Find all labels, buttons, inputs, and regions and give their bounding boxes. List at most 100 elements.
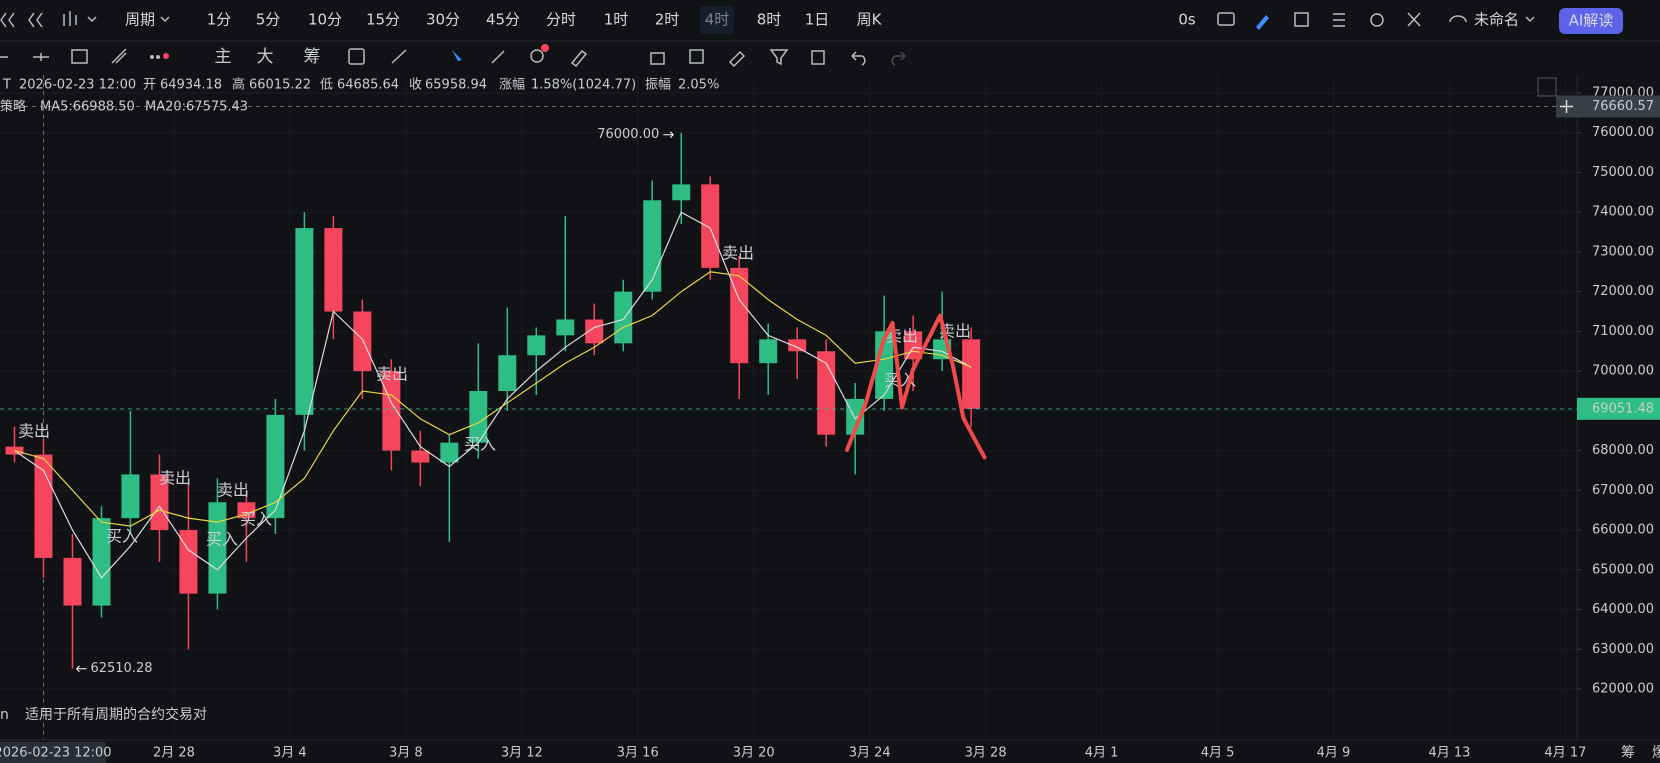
settings-icon[interactable]	[1370, 13, 1384, 27]
indicator-tool[interactable]: 大	[257, 47, 274, 67]
tool-rect[interactable]	[71, 49, 88, 64]
ai-button-label[interactable]: AI解读	[1569, 12, 1614, 30]
y-tick-label: 76000.00	[1592, 125, 1654, 140]
tool-zoom[interactable]	[530, 49, 544, 63]
tool-brush[interactable]	[570, 49, 588, 68]
tool-edit[interactable]	[689, 49, 704, 64]
fullscreen-icon[interactable]	[1407, 12, 1421, 27]
candle-body	[208, 502, 227, 594]
ohlc-info: 高	[232, 77, 245, 93]
draw-icon[interactable]	[1256, 15, 1269, 30]
hand-drawn-annotation	[845, 313, 987, 460]
camera-icon[interactable]	[1217, 12, 1235, 26]
candle-body	[179, 530, 198, 594]
interval-tab[interactable]: 1分	[207, 11, 232, 29]
x-tick-label: 4月 1	[1085, 746, 1119, 761]
back-icon[interactable]	[28, 12, 43, 28]
high-marker-label: 76000.00	[597, 127, 659, 142]
period-selector[interactable]: 周期	[125, 11, 155, 29]
tool-parallel[interactable]	[111, 48, 127, 64]
collapse-icon[interactable]	[0, 12, 15, 28]
candle-body	[411, 450, 430, 463]
candle-body	[440, 442, 459, 463]
x-tick-label: 3月 28	[965, 746, 1007, 761]
ohlc-info: T	[2, 78, 11, 93]
tool-ruler[interactable]	[491, 50, 505, 64]
tool-line[interactable]	[391, 49, 407, 64]
candle-body	[643, 200, 662, 292]
crosshair-price-label: 76660.57	[1592, 99, 1654, 114]
layout-name[interactable]: 未命名	[1474, 11, 1519, 29]
ohlc-info: 2.05%	[678, 78, 719, 93]
ohlc-info: 振幅	[645, 78, 671, 93]
x-tick-label: 4月 13	[1428, 746, 1470, 761]
buy-signal: 买入	[206, 530, 238, 549]
y-tick-label: 71000.00	[1592, 324, 1654, 339]
interval-tab[interactable]: 1时	[604, 11, 629, 29]
y-tick-label: 73000.00	[1592, 244, 1654, 259]
tool-cursor[interactable]	[452, 50, 462, 61]
low-marker-label: 62510.28	[90, 661, 152, 676]
chart-type-icon[interactable]	[63, 11, 97, 26]
candle-body	[324, 228, 343, 312]
interval-tab[interactable]: 5分	[256, 11, 281, 29]
interval-tab[interactable]: 15分	[366, 11, 400, 29]
y-tick-label: 70000.00	[1592, 364, 1654, 379]
candle-body	[788, 339, 807, 352]
last-price-box	[1577, 397, 1660, 420]
refresh-timer[interactable]: 0s	[1178, 11, 1196, 29]
toolbar-icons[interactable]	[0, 8, 1623, 34]
tool-more[interactable]	[150, 55, 154, 59]
tool-more[interactable]	[156, 55, 160, 59]
tool-filter[interactable]	[769, 49, 789, 66]
expand-icon[interactable]	[1537, 77, 1557, 97]
candle-body	[121, 474, 140, 519]
footer-tail: n	[0, 707, 9, 723]
tool-hline[interactable]	[33, 53, 49, 61]
layout-icon[interactable]	[1294, 12, 1309, 27]
candle-body	[759, 339, 778, 364]
cloud-icon[interactable]	[1449, 15, 1467, 23]
x-tick-label: 3月 12	[501, 746, 543, 761]
indicator-tool[interactable]: 主	[215, 47, 232, 67]
footer-tab[interactable]: 爆	[1652, 745, 1660, 761]
last-price-label: 69051.48	[1592, 401, 1654, 416]
y-tick-label: 65000.00	[1592, 562, 1654, 577]
tool-lock[interactable]	[650, 52, 665, 65]
y-tick-label: 74000.00	[1592, 205, 1654, 220]
ohlc-info: 涨幅	[499, 78, 525, 93]
ai-button[interactable]	[1559, 8, 1623, 34]
interval-tab[interactable]: 45分	[486, 11, 520, 29]
candle-body	[92, 518, 111, 606]
settings-list-icon[interactable]	[1333, 13, 1345, 27]
footer-tab[interactable]: 筹	[1621, 744, 1635, 761]
candle-body	[266, 414, 285, 519]
candle-body	[5, 446, 24, 455]
candle-body	[672, 184, 691, 201]
tool-undo[interactable]	[851, 51, 866, 66]
active-tab-bg	[700, 6, 734, 34]
x-tick-label: 3月 16	[617, 746, 659, 761]
candle-body	[150, 474, 169, 531]
y-tick-label: 64000.00	[1592, 602, 1654, 617]
interval-tab[interactable]: 2时	[655, 11, 680, 29]
interval-tab[interactable]: 1日	[805, 11, 830, 29]
interval-tab[interactable]: 10分	[308, 11, 342, 29]
interval-tab[interactable]: 8时	[757, 11, 782, 29]
ma20-label: MA20:67575.43	[145, 100, 248, 115]
ohlc-info: 65958.94	[425, 78, 487, 93]
ohlc-info: 64685.64	[337, 78, 399, 93]
tool-magnet[interactable]	[728, 50, 746, 68]
indicator-tool[interactable]: 筹	[304, 47, 321, 67]
drawing-tools[interactable]	[0, 44, 906, 68]
y-tick-label: 62000.00	[1592, 682, 1654, 697]
interval-tab[interactable]: 周K	[857, 11, 883, 29]
sell-signal: 卖出	[376, 365, 408, 384]
x-tick-label: 3月 4	[273, 746, 307, 761]
sell-signal: 卖出	[722, 244, 754, 263]
interval-tab[interactable]: 30分	[426, 11, 460, 29]
interval-tab[interactable]: 分时	[546, 11, 576, 29]
tool-delete[interactable]	[811, 50, 825, 65]
tool-fib[interactable]	[348, 48, 365, 65]
tool-zoom-dot	[541, 44, 549, 52]
